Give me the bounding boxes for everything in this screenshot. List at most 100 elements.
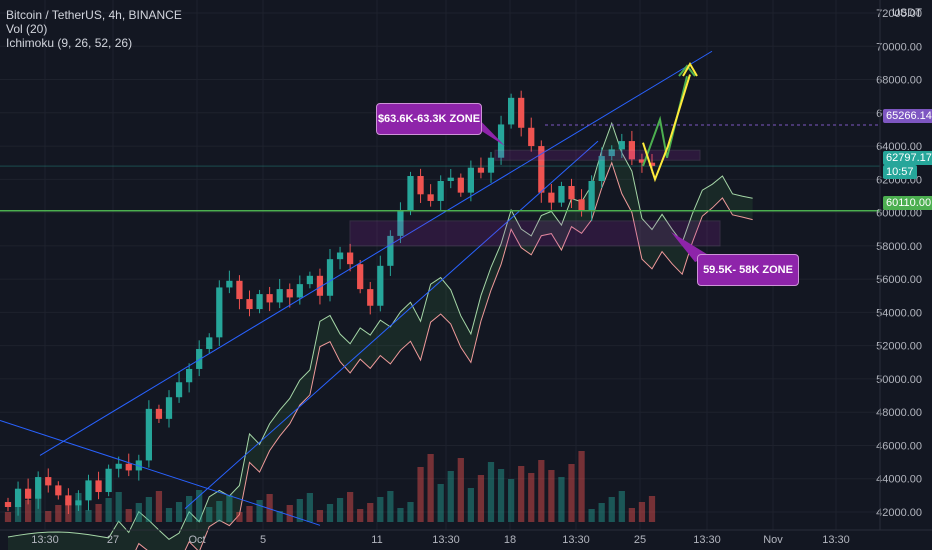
candle-body [226,280,233,288]
volume-indicator-label[interactable]: Vol (20) [6,22,48,36]
candle-body [186,368,193,383]
candle-body [598,156,605,181]
ichimoku-cloud-fill [8,123,753,550]
volume-bars [4,451,656,522]
candle-body [548,192,555,203]
volume-bar [437,484,444,522]
volume-bar [145,497,152,522]
candle-body [508,97,515,125]
price-tick-label: 42000.00 [876,507,922,519]
price-tick-label: 48000.00 [876,407,922,419]
yellow-arrowhead [682,62,698,77]
candle-body [427,194,434,201]
price-tick-label: 58000.00 [876,241,922,253]
price-tick-label: 46000.00 [876,440,922,452]
volume-bar [588,509,595,522]
time-tick-label: Nov [763,534,783,546]
price-tick-label: 60000.00 [876,208,922,220]
countdown-timer: 10:57 [883,165,917,179]
candle-body [467,167,474,193]
ichimoku-leading-span-a [7,121,753,540]
volume-bar [115,492,122,522]
time-axis: 13:30 27 Oct 5 11 13:30 18 13:30 25 13:30 Nov 13:30 [0,529,932,546]
candle-body [397,210,404,236]
volume-bar [45,511,52,522]
volume-bar [467,488,474,522]
currency-label[interactable]: USDT [892,7,922,19]
volume-bar [457,458,464,522]
volume-bar [548,470,555,522]
volume-bar [4,512,12,522]
price-tick-label: 72000.00 [876,8,922,20]
channel-upper-line [39,50,713,456]
candle-body [316,275,324,296]
candle-body [4,502,12,508]
volume-bar [447,471,454,522]
candle-body [306,275,313,285]
volume-bar [175,502,183,522]
candle-body [407,176,414,211]
candle-body [14,488,22,508]
volume-bar [186,496,193,522]
channel-lower-line [184,140,599,510]
candle-body [477,167,485,173]
volume-bar [25,500,32,522]
volume-bar [347,492,354,522]
candle-body [588,180,595,211]
volume-bar [196,490,203,522]
volume-bar [135,503,142,522]
candle-body [25,488,32,499]
candle-body [236,280,243,300]
candle-body [357,264,364,290]
volume-bar [367,503,374,522]
volume-bar [316,510,324,522]
candle-body [326,259,334,296]
volume-bar [477,475,485,522]
candle-body [125,463,132,471]
candle-body [206,337,213,349]
price-tick-label: 68000.00 [876,75,922,87]
volume-bar [357,509,364,522]
candle-body [518,97,525,128]
candle-body [377,265,384,306]
candle-body [457,177,464,193]
ichimoku-indicator-label[interactable]: Ichimoku (9, 26, 52, 26) [6,36,133,50]
candle-body [487,157,495,173]
volume-bar [618,491,625,522]
price-tick-label: 50000.00 [876,374,922,386]
candle-body [175,382,183,398]
green-arrowhead [678,64,696,77]
volume-bar [296,499,303,522]
candle-body [266,294,273,303]
volume-bar [206,507,213,522]
candle-body [216,287,223,338]
candle-body [628,141,635,160]
candle-body [568,185,575,200]
symbol-title[interactable]: Bitcoin / TetherUS, 4h, BINANCE [6,8,182,22]
volume-bar [558,477,565,522]
candle-body [347,252,354,265]
candlestick-series [4,90,656,516]
time-tick-label: 18 [504,534,516,546]
candle-body [497,124,505,158]
candle-body [85,480,92,501]
candle-body [145,408,152,461]
volume-bar [648,496,656,522]
lower-zone-callout[interactable]: 59.5K- 58K ZONE [697,254,799,286]
volume-bar [487,462,495,522]
volume-bar [568,464,575,522]
price-tick-label: 70000.00 [876,41,922,53]
candle-body [618,141,625,150]
volume-bar [407,502,414,522]
price-tick-label: 56000.00 [876,274,922,286]
upper-zone-callout[interactable]: $63.6K-63.3K ZONE [376,103,482,135]
chart-legend: Bitcoin / TetherUS, 4h, BINANCE Vol (20)… [6,8,182,50]
yellow-projection-path [642,74,691,183]
volume-bar [125,509,132,522]
time-tick-label: 5 [260,534,266,546]
volume-bar [528,473,535,522]
price-tick-label: 54000.00 [876,307,922,319]
candle-body [65,495,72,506]
candle-body [437,180,444,201]
